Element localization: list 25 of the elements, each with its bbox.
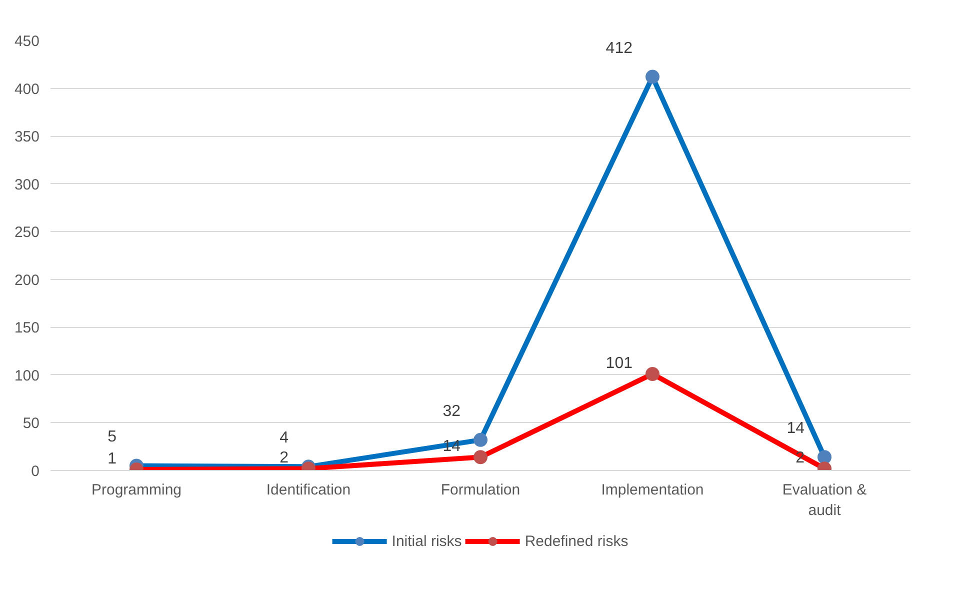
x-tick-label: Identification <box>266 482 351 498</box>
data-label: 5 <box>108 428 117 446</box>
data-label: 412 <box>606 40 633 57</box>
data-label: 32 <box>442 402 461 420</box>
y-tick-label: 0 <box>31 463 40 480</box>
y-tick-label: 50 <box>22 415 40 432</box>
y-tick-label: 450 <box>14 33 40 50</box>
y-tick-label: 100 <box>14 367 40 384</box>
y-tick-label: 300 <box>14 176 40 194</box>
data-label: 1 <box>108 450 117 468</box>
data-label: 4 <box>280 430 289 447</box>
data-label: 101 <box>606 354 633 372</box>
x-tick-label: Programming <box>91 482 182 498</box>
x-tick-label: Evaluation & audit <box>782 482 867 519</box>
y-tick-label: 250 <box>14 224 40 242</box>
x-tick-label: Implementation <box>601 482 704 498</box>
y-tick-label: 400 <box>14 80 40 98</box>
data-label: 14 <box>786 420 805 438</box>
y-tick-label: 200 <box>14 272 40 289</box>
y-tick-label: 150 <box>14 320 40 337</box>
legend-label: Redefined risks <box>524 532 628 550</box>
y-tick-label: 350 <box>14 128 40 146</box>
x-tick-label: Formulation <box>440 482 520 498</box>
data-label: 2 <box>280 450 289 467</box>
legend-label: Initial risks <box>392 532 462 550</box>
